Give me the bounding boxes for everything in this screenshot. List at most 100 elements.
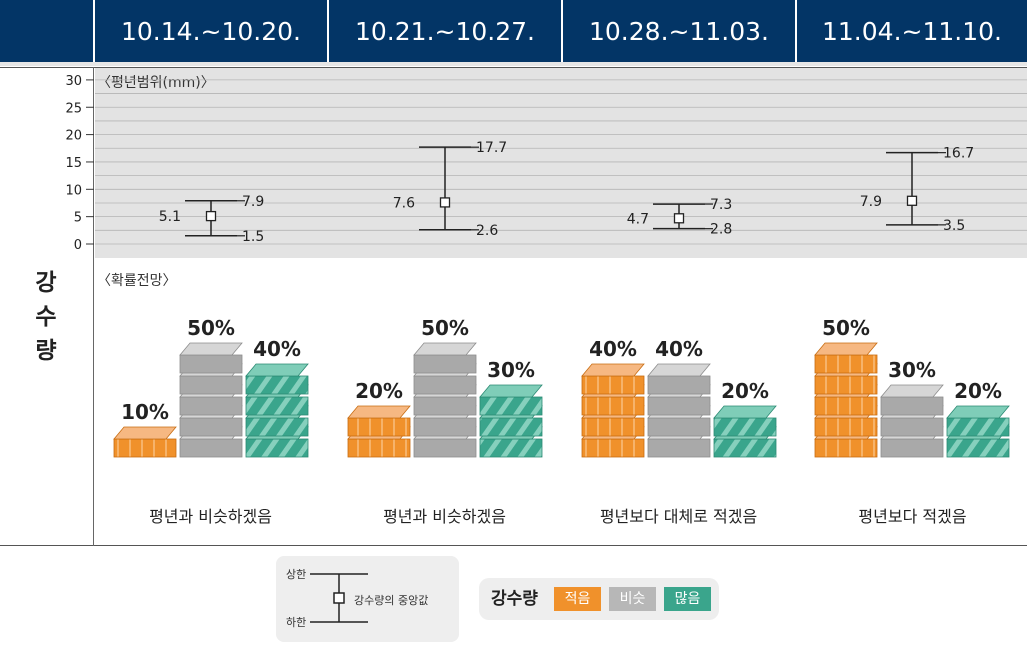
legend-lower-label: 하한 [286, 616, 307, 629]
block-top [347, 405, 411, 419]
block-layer [713, 438, 777, 458]
block-layer [245, 375, 309, 395]
block-layer [347, 417, 411, 437]
percentage-label: 20% [954, 379, 1002, 403]
block-layer [880, 438, 944, 458]
y-tick-label: 15 [65, 156, 82, 171]
block-layer [179, 396, 243, 416]
upper-value-label: 17.7 [476, 140, 507, 156]
legend-upper-label: 상한 [286, 568, 307, 581]
block-layer [479, 417, 543, 437]
block-layer [179, 375, 243, 395]
y-tick-label: 20 [65, 129, 82, 144]
block-top [179, 342, 243, 356]
block-layer [245, 438, 309, 458]
median-marker [205, 210, 217, 222]
header-divider [795, 0, 797, 62]
block-top [946, 405, 1010, 419]
block-top [647, 363, 711, 377]
percentage-label: 50% [822, 316, 870, 340]
block-layer [647, 396, 711, 416]
lower-value-label: 1.5 [242, 229, 264, 245]
percentage-label: 50% [421, 316, 469, 340]
median-value-label: 5.1 [159, 209, 181, 225]
outlook-text-1: 평년과 비슷하겠음 [149, 507, 272, 526]
side-label-precipitation: 강 수 량 [22, 266, 70, 368]
side-label-char: 수 [35, 304, 57, 330]
week-header-4: 11.04.~11.10. [797, 0, 1027, 62]
table-top-border [0, 67, 1027, 68]
block-layer [113, 438, 177, 458]
upper-value-label: 16.7 [943, 146, 974, 162]
block-layer [179, 354, 243, 374]
median-marker [673, 213, 685, 224]
block-top [113, 426, 177, 440]
percentage-label: 10% [121, 400, 169, 424]
block-layer [814, 396, 878, 416]
probability-section-title: 〈확률전망〉 [97, 273, 177, 289]
block-layer [814, 354, 878, 374]
block-layer [647, 438, 711, 458]
median-value-label: 7.9 [860, 194, 882, 210]
outlook-text-2: 평년과 비슷하겠음 [383, 507, 506, 526]
block-layer [946, 417, 1010, 437]
range-chart-background [95, 68, 1027, 258]
range-chart: 0 5 10 15 20 25 30 7.9 1.5 5.1 17.7 2.6 7.6 7.3 2.8 4.7… [65, 74, 1027, 253]
block-layer [581, 417, 645, 437]
block-layer [347, 438, 411, 458]
probability-chart: 10% 50% 40% 20% 50% 30% 40% 40% 20% 50% 30% 20% [113, 316, 1010, 458]
percentage-label: 20% [721, 379, 769, 403]
block-layer [647, 375, 711, 395]
block-layer [880, 396, 944, 416]
legend-error-bar-icon [310, 573, 368, 623]
block-layer [946, 438, 1010, 458]
y-tick-label: 5 [74, 211, 82, 226]
block-layer [814, 375, 878, 395]
week-header-2: 10.21.~10.27. [329, 0, 561, 62]
percentage-label: 40% [655, 337, 703, 361]
lower-value-label: 2.6 [476, 223, 498, 239]
header-underline [0, 62, 1027, 66]
legend-chip-more: 많음 [664, 587, 711, 611]
header-corner [0, 0, 93, 62]
outlook-text-3: 평년보다 대체로 적겠음 [599, 507, 758, 526]
table-column-border [93, 67, 94, 546]
lower-value-label: 3.5 [943, 218, 965, 234]
block-top [479, 384, 543, 398]
median-value-label: 4.7 [627, 211, 649, 227]
block-layer [413, 354, 477, 374]
percentage-label: 20% [355, 379, 403, 403]
block-top [413, 342, 477, 356]
block-layer [647, 417, 711, 437]
range-section-title: 〈평년범위(mm)〉 [97, 75, 215, 91]
week-header-3: 10.28.~11.03. [563, 0, 795, 62]
percentage-label: 40% [253, 337, 301, 361]
block-layer [413, 375, 477, 395]
percentage-label: 30% [487, 358, 535, 382]
block-layer [413, 396, 477, 416]
block-layer [179, 438, 243, 458]
side-label-char: 강 [35, 270, 57, 296]
lower-value-label: 2.8 [710, 222, 732, 238]
range-legend: 상한 하한 강수량의 중앙값 [276, 556, 459, 642]
table-bottom-border [0, 545, 1027, 546]
y-tick-label: 25 [65, 101, 82, 116]
median-value-label: 7.6 [393, 195, 415, 211]
block-layer [581, 438, 645, 458]
median-marker [439, 197, 451, 208]
block-layer [814, 417, 878, 437]
block-top [814, 342, 878, 356]
upper-value-label: 7.3 [710, 197, 732, 213]
block-layer [581, 396, 645, 416]
block-layer [479, 396, 543, 416]
percentage-label: 40% [589, 337, 637, 361]
block-layer [245, 396, 309, 416]
block-layer [814, 438, 878, 458]
legend-chip-similar: 비슷 [609, 587, 656, 611]
block-top [880, 384, 944, 398]
block-layer [413, 438, 477, 458]
block-layer [581, 375, 645, 395]
block-top [581, 363, 645, 377]
header-divider [93, 0, 95, 62]
y-tick-label: 10 [65, 183, 82, 198]
